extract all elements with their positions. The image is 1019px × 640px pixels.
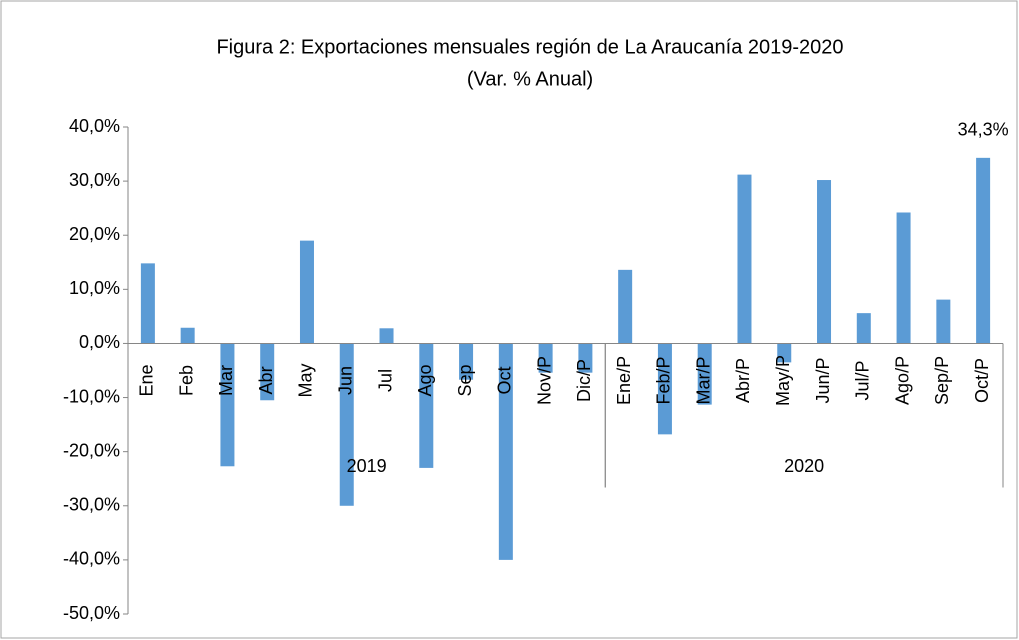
chart-title: Figura 2: Exportaciones mensuales región… [216, 36, 843, 58]
bar [220, 343, 235, 467]
bar [140, 263, 155, 344]
bar [936, 299, 951, 344]
y-tick-label: -40,0% [63, 549, 120, 569]
y-tick-label: 10,0% [69, 278, 120, 298]
bar [737, 174, 752, 344]
bar [777, 343, 792, 363]
bar [459, 343, 474, 380]
y-tick-label: -20,0% [63, 440, 120, 460]
bar [419, 343, 434, 468]
x-tick-label: Ene/P [614, 356, 634, 405]
x-tick-label: Mar/P [693, 356, 713, 404]
bar [578, 343, 593, 373]
x-tick-label: Ene [137, 364, 157, 396]
x-tick-label: Jun [336, 366, 356, 395]
x-tick-label: Dic/P [574, 359, 594, 402]
x-tick-label: Feb/P [654, 356, 674, 404]
chart-subtitle: (Var. % Anual) [467, 68, 593, 90]
x-tick-label: Feb [176, 365, 196, 396]
bar [896, 212, 911, 344]
bar [498, 343, 513, 560]
bar [976, 157, 991, 344]
y-tick-label: -30,0% [63, 495, 120, 515]
x-tick-label: Abr [256, 366, 276, 394]
bar [339, 343, 354, 506]
y-tick-label: 20,0% [69, 224, 120, 244]
bar [697, 343, 712, 405]
bar [856, 313, 871, 344]
bar [299, 240, 314, 344]
bar [538, 343, 553, 373]
x-tick-label: Jun/P [813, 357, 833, 403]
y-tick-label: 30,0% [69, 170, 120, 190]
y-tick-label: 40,0% [69, 116, 120, 136]
value-label: 34,3% [958, 120, 1009, 140]
x-tick-label: Nov/P [534, 356, 554, 405]
bar [817, 180, 832, 344]
x-tick-label: Oct [495, 366, 515, 394]
group-label: 2020 [784, 456, 824, 476]
x-tick-label: Jul/P [853, 360, 873, 400]
bar [657, 343, 672, 435]
group-label: 2019 [347, 456, 387, 476]
y-tick-label: 0,0% [79, 332, 120, 352]
x-tick-label: Sep [455, 364, 475, 396]
x-tick-label: May [296, 363, 316, 397]
x-tick-label: Ago/P [892, 356, 912, 405]
x-tick-label: May/P [773, 355, 793, 406]
bar [260, 343, 275, 401]
x-tick-label: Abr/P [733, 358, 753, 403]
bar [180, 327, 195, 344]
x-tick-label: Sep/P [932, 356, 952, 405]
x-tick-label: Jul [375, 369, 395, 392]
x-tick-label: Ago [415, 364, 435, 396]
bar [379, 328, 394, 344]
y-tick-label: -50,0% [63, 603, 120, 623]
y-tick-label: -10,0% [63, 386, 120, 406]
bar [618, 269, 633, 344]
x-tick-label: Oct/P [972, 358, 992, 403]
x-tick-label: Mar [216, 365, 236, 396]
